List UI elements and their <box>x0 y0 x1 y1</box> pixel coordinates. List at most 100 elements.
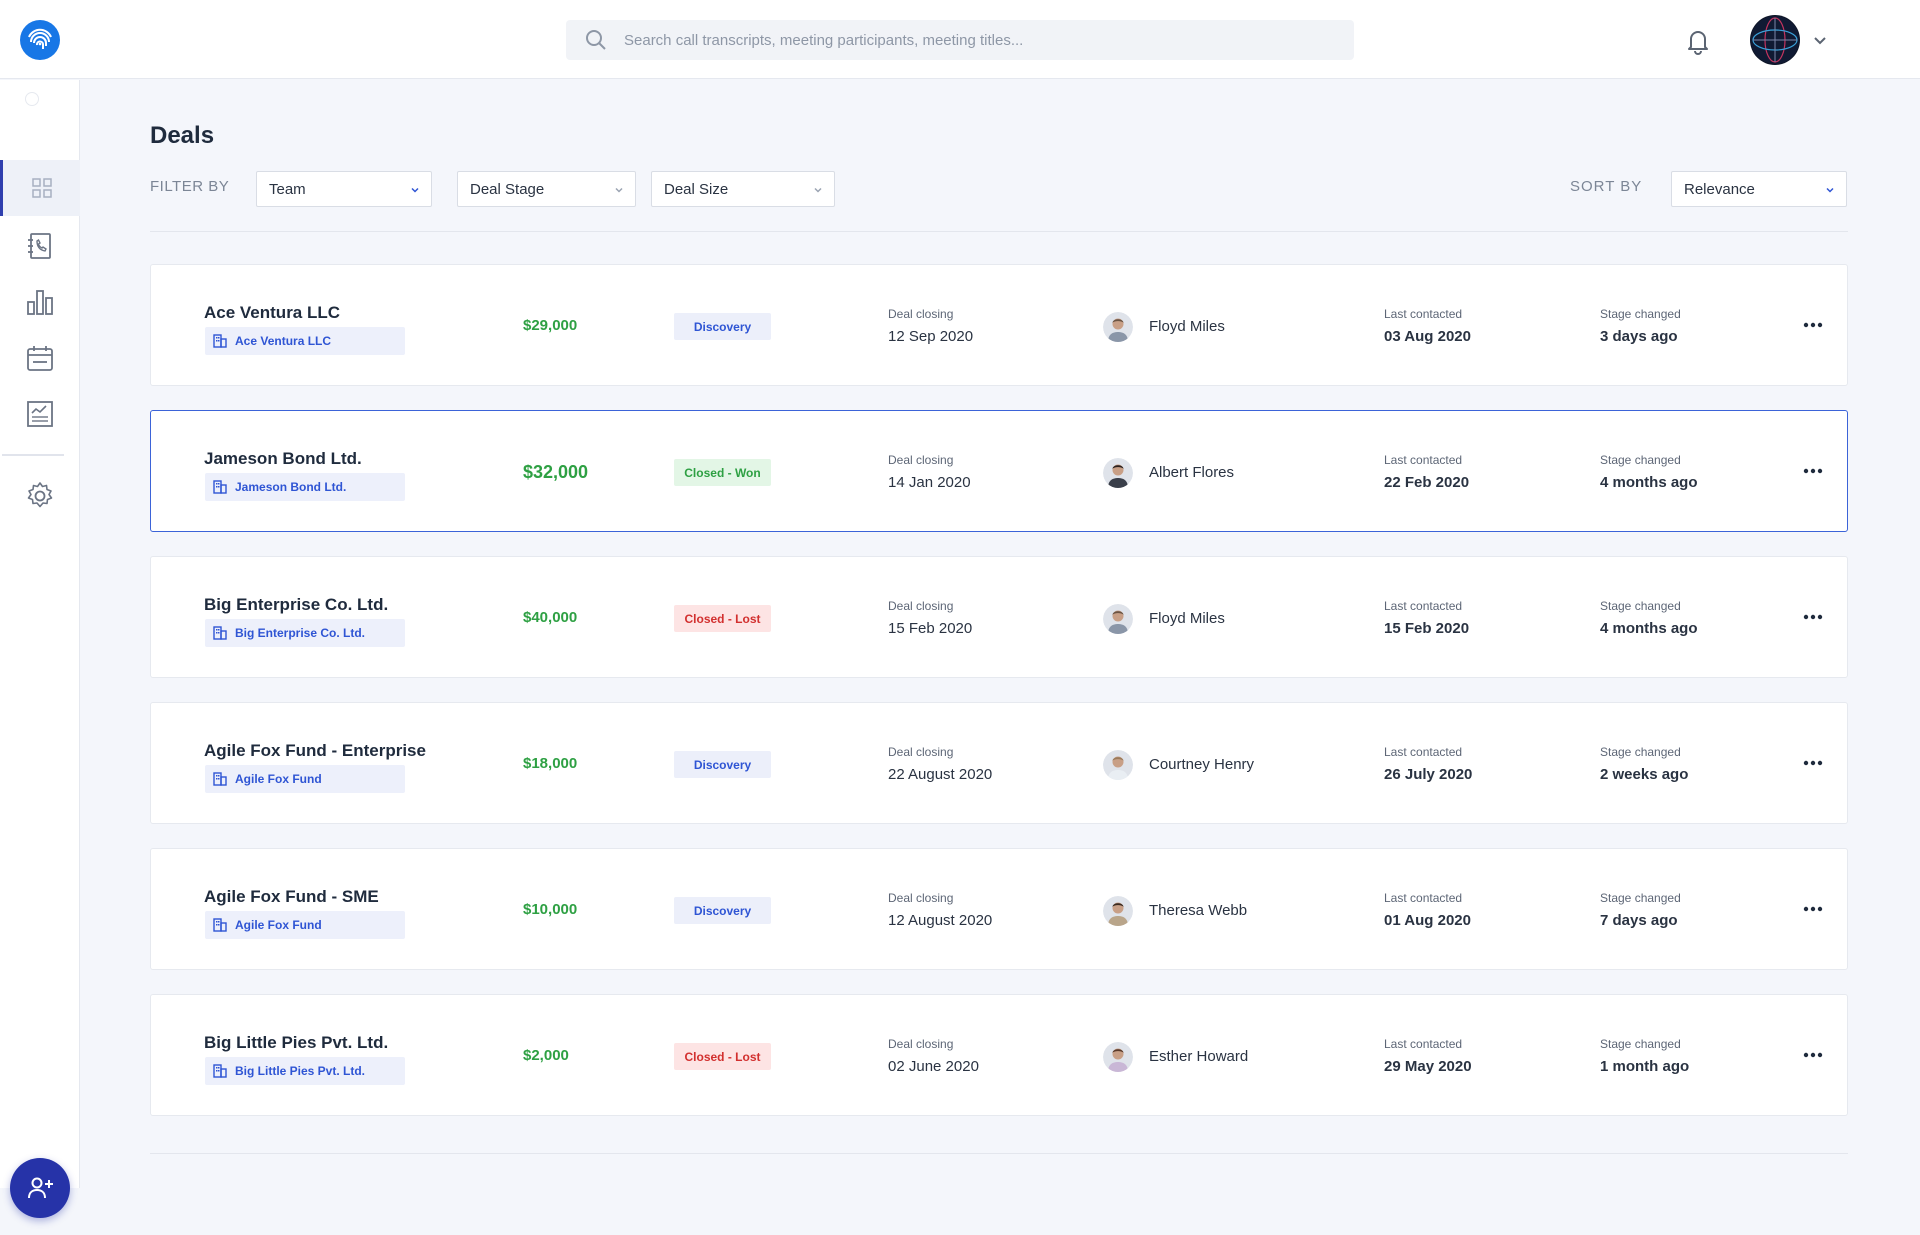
building-icon <box>213 480 227 494</box>
company-tag[interactable]: Agile Fox Fund <box>205 765 405 793</box>
search-bar[interactable] <box>566 20 1354 60</box>
deal-closing-label: Deal closing <box>888 307 954 321</box>
sidebar-item-calendar[interactable] <box>0 330 80 386</box>
more-options-icon[interactable] <box>1801 1047 1825 1063</box>
report-chart-icon <box>27 401 53 427</box>
deal-card[interactable]: Jameson Bond Ltd. Jameson Bond Ltd. $32,… <box>150 410 1848 532</box>
more-options-icon[interactable] <box>1801 463 1825 479</box>
company-tag[interactable]: Ace Ventura LLC <box>205 327 405 355</box>
owner-avatar[interactable] <box>1103 458 1133 488</box>
deal-name[interactable]: Big Enterprise Co. Ltd. <box>204 595 389 614</box>
deal-stage-filter-select[interactable]: Deal Stage <box>457 171 636 207</box>
stage-changed-value: 4 months ago <box>1600 620 1698 637</box>
more-options-icon[interactable] <box>1801 901 1825 917</box>
owner-name[interactable]: Courtney Henry <box>1149 756 1255 773</box>
more-options-icon[interactable] <box>1801 317 1825 333</box>
stage-changed-value: 4 months ago <box>1600 474 1698 491</box>
company-tag[interactable]: Big Enterprise Co. Ltd. <box>205 619 405 647</box>
deal-card[interactable]: Agile Fox Fund - Enterprise Agile Fox Fu… <box>150 702 1848 824</box>
person-avatar-icon <box>1103 312 1133 342</box>
deal-card[interactable]: Agile Fox Fund - SME Agile Fox Fund $10,… <box>150 848 1848 970</box>
filter-by-label: FILTER BY <box>150 178 230 195</box>
deal-closing-date: 12 Sep 2020 <box>888 328 974 345</box>
building-icon <box>213 772 227 786</box>
owner-avatar[interactable] <box>1103 312 1133 342</box>
owner-name[interactable]: Theresa Webb <box>1149 902 1248 919</box>
chevron-down-icon[interactable] <box>1810 30 1830 50</box>
deal-closing-date: 12 August 2020 <box>888 912 993 929</box>
person-avatar-icon <box>1103 896 1133 926</box>
deal-size-filter-select[interactable]: Deal Size <box>651 171 835 207</box>
add-user-icon <box>28 1177 53 1199</box>
stage-changed-label: Stage changed <box>1600 1037 1681 1051</box>
stage-changed-value: 7 days ago <box>1600 912 1678 929</box>
person-avatar-icon <box>1103 458 1133 488</box>
stage-changed-value: 3 days ago <box>1600 328 1678 345</box>
sidebar <box>0 80 80 1218</box>
deal-amount: $32,000 <box>523 462 589 482</box>
stage-changed-value: 2 weeks ago <box>1600 766 1689 783</box>
deal-name[interactable]: Jameson Bond Ltd. <box>204 449 362 468</box>
deal-card[interactable]: Big Enterprise Co. Ltd. Big Enterprise C… <box>150 556 1848 678</box>
deal-name[interactable]: Ace Ventura LLC <box>204 303 341 322</box>
sidebar-item-calls[interactable] <box>0 218 80 274</box>
owner-avatar[interactable] <box>1103 604 1133 634</box>
deal-card[interactable]: Ace Ventura LLC Ace Ventura LLC $29,000 … <box>150 264 1848 386</box>
last-contacted-date: 03 Aug 2020 <box>1384 328 1471 345</box>
globe-avatar-icon <box>1751 16 1799 64</box>
user-avatar[interactable] <box>1750 15 1800 65</box>
company-name: Jameson Bond Ltd. <box>235 480 347 494</box>
page-title: Deals <box>150 122 215 149</box>
company-name: Ace Ventura LLC <box>235 334 332 348</box>
stage-badge: Discovery <box>674 751 771 778</box>
more-options-icon[interactable] <box>1801 609 1825 625</box>
owner-name[interactable]: Floyd Miles <box>1149 318 1225 335</box>
bar-chart-icon <box>27 290 53 315</box>
deal-card[interactable]: Big Little Pies Pvt. Ltd. Big Little Pie… <box>150 994 1848 1116</box>
sidebar-item-dashboard[interactable] <box>0 160 80 216</box>
deal-amount: $18,000 <box>523 755 578 772</box>
stage-changed-label: Stage changed <box>1600 307 1681 321</box>
chevron-down-icon <box>411 187 419 193</box>
footer-divider <box>150 1153 1848 1154</box>
sort-select[interactable]: Relevance <box>1671 171 1847 207</box>
deal-size-filter-value: Deal Size <box>664 180 729 198</box>
app-logo[interactable] <box>20 20 60 60</box>
owner-avatar[interactable] <box>1103 750 1133 780</box>
owner-avatar[interactable] <box>1103 1042 1133 1072</box>
person-avatar-icon <box>1103 604 1133 634</box>
deal-name[interactable]: Agile Fox Fund - Enterprise <box>204 741 426 760</box>
add-user-button[interactable] <box>10 1158 70 1218</box>
last-contacted-label: Last contacted <box>1384 307 1463 321</box>
sidebar-item-reports[interactable] <box>0 386 80 442</box>
company-tag[interactable]: Agile Fox Fund <box>205 911 405 939</box>
company-tag[interactable]: Jameson Bond Ltd. <box>205 473 405 501</box>
deal-closing-label: Deal closing <box>888 745 954 759</box>
owner-name[interactable]: Floyd Miles <box>1149 610 1225 627</box>
owner-avatar[interactable] <box>1103 896 1133 926</box>
sidebar-item-analytics[interactable] <box>0 274 80 330</box>
gear-icon <box>27 482 53 508</box>
owner-name[interactable]: Esther Howard <box>1149 1048 1249 1065</box>
stage-changed-label: Stage changed <box>1600 453 1681 467</box>
sidebar-item-settings[interactable] <box>0 468 80 524</box>
team-filter-select[interactable]: Team <box>256 171 432 207</box>
deal-name[interactable]: Big Little Pies Pvt. Ltd. <box>204 1033 389 1052</box>
more-options-icon[interactable] <box>1801 755 1825 771</box>
owner-name[interactable]: Albert Flores <box>1149 464 1235 481</box>
search-input[interactable] <box>624 31 1324 49</box>
calendar-icon <box>27 346 53 371</box>
chevron-down-icon <box>814 187 822 193</box>
deal-amount: $29,000 <box>523 317 578 334</box>
company-name: Big Little Pies Pvt. Ltd. <box>235 1064 366 1078</box>
company-name: Agile Fox Fund <box>235 918 322 932</box>
grid-icon <box>31 178 52 198</box>
last-contacted-label: Last contacted <box>1384 891 1463 905</box>
building-icon <box>213 1064 227 1078</box>
stage-changed-value: 1 month ago <box>1600 1058 1690 1075</box>
deal-amount: $2,000 <box>523 1047 569 1064</box>
chevron-down-icon <box>1826 187 1834 193</box>
deal-name[interactable]: Agile Fox Fund - SME <box>204 887 379 906</box>
company-tag[interactable]: Big Little Pies Pvt. Ltd. <box>205 1057 405 1085</box>
bell-icon[interactable] <box>1683 26 1713 56</box>
